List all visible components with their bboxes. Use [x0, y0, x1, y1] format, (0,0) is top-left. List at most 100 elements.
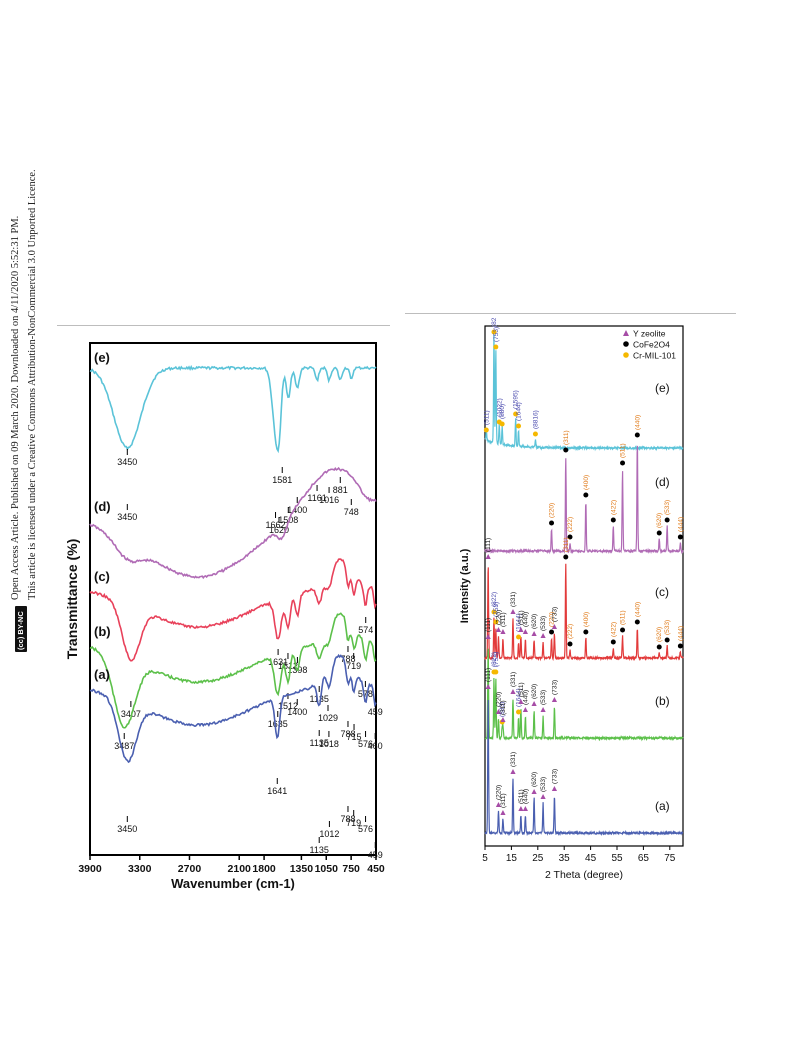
xrd-peak-label: (222)	[567, 517, 574, 532]
xrd-peak-label: (331)	[510, 672, 517, 687]
xrd-peak-label: (111)	[485, 538, 492, 552]
xrd-peak-label: (311)	[500, 612, 507, 627]
y-zeolite-marker	[540, 633, 546, 638]
xrd-peak-label: (511)	[620, 610, 627, 625]
xrd-peak-label: (620)	[531, 772, 538, 787]
xrd-peak-label: (8816)	[532, 410, 539, 429]
xrd-peak-label: (753)	[493, 602, 500, 617]
mil101-marker	[516, 634, 522, 640]
y-zeolite-marker	[540, 707, 546, 712]
xrd-peak-label: (533)	[664, 500, 671, 515]
ftir-peak-label: 1512	[278, 661, 298, 671]
y-zeolite-marker	[485, 554, 491, 559]
cofe2o4-marker	[656, 644, 662, 650]
ftir-peak-label: 574	[358, 625, 373, 635]
mil101-marker	[516, 423, 522, 429]
ftir-peak-label: 1135	[310, 694, 329, 704]
ftir-series-line	[89, 364, 377, 454]
xrd-peak-label: (331)	[510, 752, 517, 767]
ftir-series-label: (c)	[94, 569, 110, 584]
xrd-x-axis-label: 2 Theta (degree)	[545, 869, 623, 881]
publication-notice: Open Access Article. Published on 09 Mar…	[10, 215, 21, 600]
y-zeolite-marker	[510, 689, 516, 694]
xrd-plot-frame	[484, 325, 684, 847]
ftir-peak-label: 1400	[287, 707, 307, 717]
ftir-peak-label: 1161	[307, 493, 326, 503]
mil101-marker	[483, 427, 489, 433]
xrd-peak-label: (533)	[540, 690, 547, 705]
y-zeolite-marker	[540, 794, 546, 799]
y-zeolite-marker	[522, 707, 528, 712]
xrd-peak-label: (733)	[551, 769, 558, 784]
y-zeolite-marker	[531, 701, 537, 706]
ftir-peak-label: 1631	[268, 657, 288, 667]
xrd-peak-label: (1644)	[516, 613, 523, 632]
ftir-series-line	[89, 653, 377, 764]
xrd-peak-label: (753)	[493, 327, 500, 342]
xrd-peak-label: (511)	[620, 443, 627, 458]
cofe2o4-marker	[634, 619, 640, 625]
xrd-series-line	[484, 333, 684, 452]
xrd-series-line	[484, 648, 684, 742]
ftir-peak-label: 1581	[272, 475, 292, 485]
y-zeolite-marker	[551, 624, 558, 629]
ftir-peak-label: 3450	[117, 457, 137, 467]
ftir-peak-label: 1135	[310, 738, 329, 748]
legend-y-zeolite-icon	[623, 330, 629, 336]
mil101-marker	[532, 431, 538, 437]
xrd-peak-label: (1595)	[513, 390, 520, 409]
ftir-series-label: (b)	[94, 624, 111, 639]
mil101-marker	[516, 709, 522, 715]
y-zeolite-marker	[485, 634, 491, 639]
cofe2o4-marker	[549, 520, 555, 526]
ftir-x-tick-label: 750	[342, 863, 360, 875]
xrd-series-label: (a)	[655, 799, 670, 813]
legend-entry-label: CoFe2O4	[633, 340, 670, 350]
legend-cofe2o4-icon	[623, 341, 629, 347]
xrd-peak-label: (822)	[491, 592, 498, 607]
xrd-x-tick-label: 45	[585, 853, 597, 864]
ftir-peak-label: 3487	[114, 741, 134, 751]
ftir-peak-label: 788	[340, 654, 355, 664]
cc-license-badge[interactable]	[15, 606, 27, 652]
y-zeolite-marker	[518, 699, 524, 704]
ftir-series-label: (a)	[94, 667, 110, 682]
ftir-plot-frame	[89, 342, 377, 856]
ftir-x-tick-label: 2700	[178, 863, 202, 875]
xrd-peak-label: (220)	[495, 692, 502, 707]
y-zeolite-marker	[500, 629, 506, 634]
xrd-peak-label: (1644)	[516, 402, 523, 421]
ftir-peak-label: 459	[368, 707, 383, 717]
cofe2o4-marker	[567, 534, 573, 540]
xrd-peak-label: (444)	[677, 626, 684, 641]
mil101-marker	[493, 344, 499, 350]
xrd-peak-label: (511)	[518, 682, 525, 697]
xrd-peak-label: (111)	[485, 668, 492, 682]
xrd-peak-label: (220)	[549, 612, 556, 627]
xrd-x-tick-label: 5	[482, 853, 488, 864]
y-zeolite-marker	[531, 631, 537, 636]
ftir-x-tick-label: 3900	[78, 863, 102, 875]
cofe2o4-marker	[610, 639, 616, 645]
xrd-peak-label: (444)	[677, 517, 684, 532]
y-zeolite-marker	[551, 697, 558, 702]
xrd-y-axis-label: Intensity (a.u.)	[459, 548, 471, 623]
xrd-peak-label: (620)	[531, 614, 538, 629]
xrd-x-tick-label: 75	[664, 853, 676, 864]
y-zeolite-marker	[495, 709, 502, 714]
mil101-marker	[493, 619, 499, 625]
xrd-peak-label: (222)	[567, 624, 574, 639]
ftir-y-axis-label: Transmittance (%)	[64, 539, 80, 660]
legend-entry-label: Y zeolite	[633, 329, 666, 339]
y-zeolite-marker	[495, 627, 502, 632]
cofe2o4-marker	[583, 629, 589, 635]
xrd-peak-label: (880)	[499, 702, 506, 717]
ftir-peak-label: 1662	[266, 520, 286, 530]
ftir-peak-label: 719	[346, 818, 361, 828]
cofe2o4-marker	[677, 534, 683, 540]
xrd-peak-label: (311)	[563, 430, 570, 445]
ftir-peak-label: 578	[358, 689, 373, 699]
ftir-series-line	[89, 612, 377, 729]
xrd-x-tick-label: 15	[506, 853, 518, 864]
cofe2o4-marker	[664, 637, 670, 643]
